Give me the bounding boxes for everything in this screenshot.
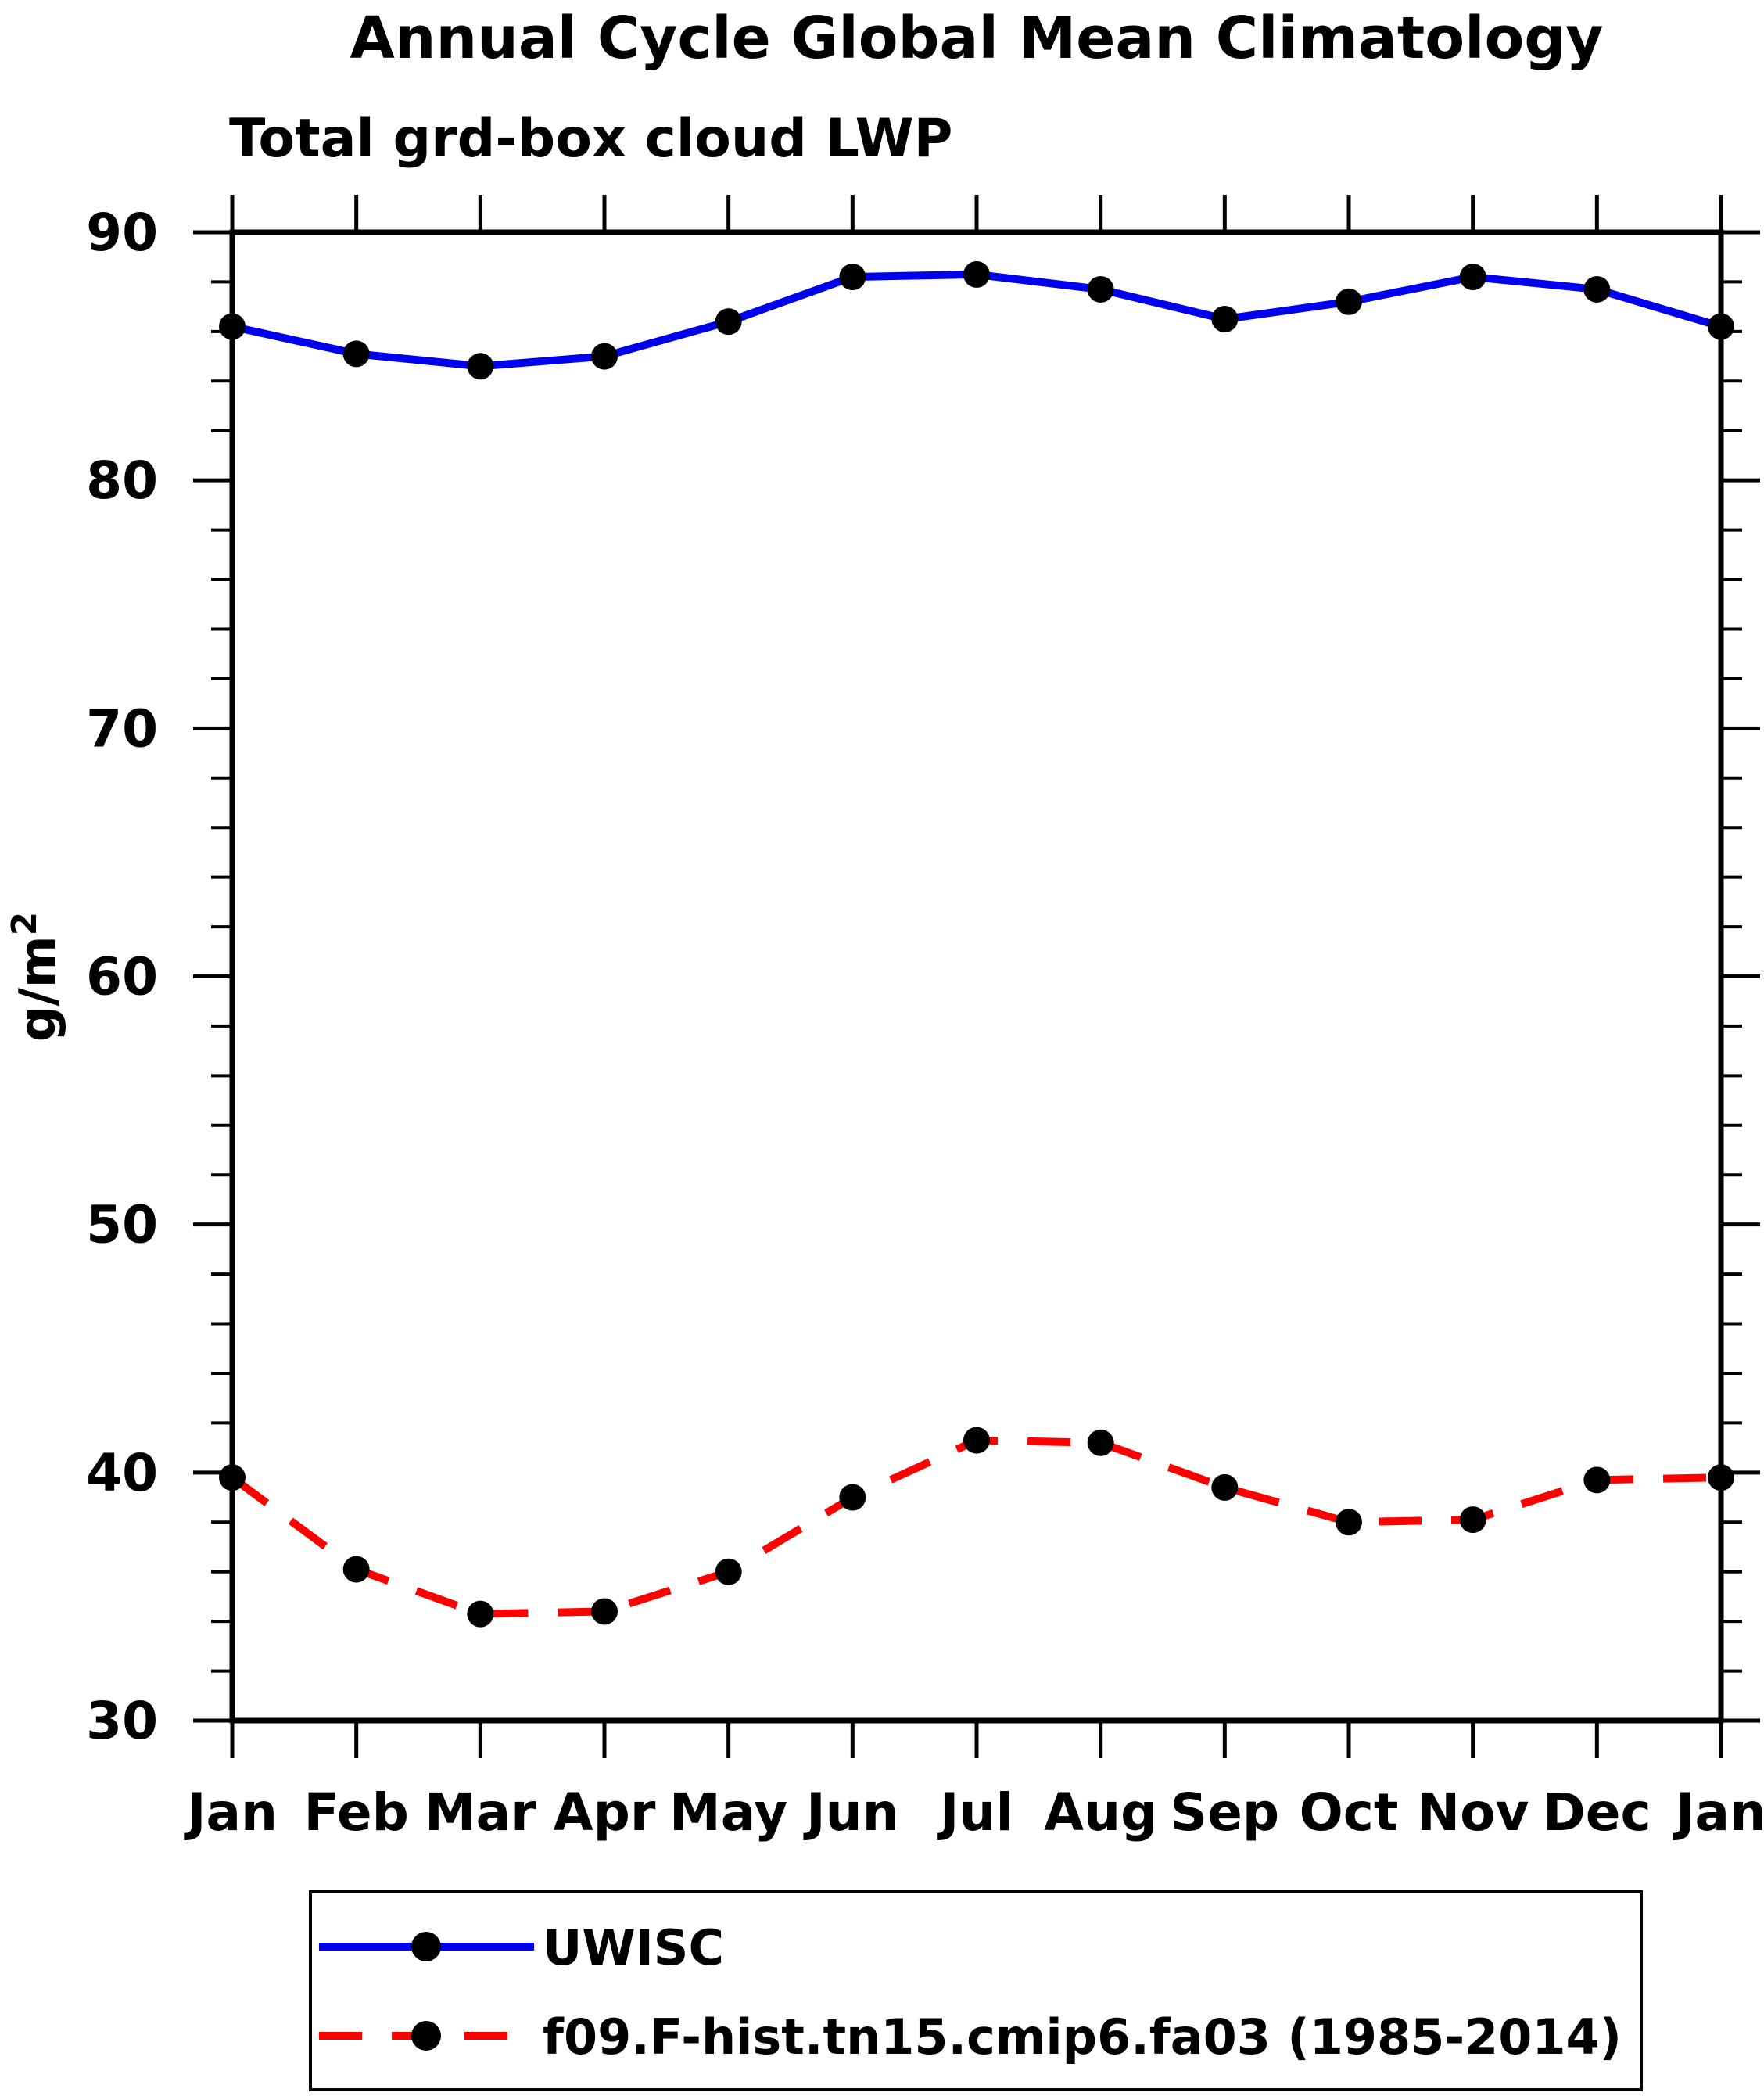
data-point-marker xyxy=(1459,264,1486,291)
data-point-marker xyxy=(1583,1466,1611,1494)
x-tick-label: Sep xyxy=(1171,1782,1280,1843)
x-tick-label: May xyxy=(669,1782,787,1843)
legend-marker-1 xyxy=(411,2021,441,2051)
data-point-marker xyxy=(219,313,246,340)
series-line-0 xyxy=(231,270,1723,371)
y-axis-unit-label: g/m2 xyxy=(5,912,67,1043)
plot-frame xyxy=(229,229,1724,1724)
x-tick-label: Aug xyxy=(1044,1782,1157,1843)
y-tick-label: 50 xyxy=(86,1195,158,1255)
data-point-marker xyxy=(219,1464,246,1491)
legend-box xyxy=(309,1890,1643,2091)
legend-item-label-1: f09.F-hist.tn15.cmip6.fa03 (1985-2014) xyxy=(543,2008,1622,2065)
data-point-marker xyxy=(1211,1473,1239,1501)
x-tick-label: Nov xyxy=(1417,1782,1529,1843)
page-title: Annual Cycle Global Mean Climatology xyxy=(350,5,1604,72)
chart-subtitle: Total grd-box cloud LWP xyxy=(229,108,953,170)
data-point-marker xyxy=(1583,275,1611,303)
data-point-marker xyxy=(963,260,990,288)
x-tick-label: Apr xyxy=(554,1782,656,1843)
x-tick-label: Oct xyxy=(1300,1782,1399,1843)
y-tick-label: 70 xyxy=(86,698,158,759)
data-point-marker xyxy=(1708,313,1734,340)
data-point-marker xyxy=(467,1600,494,1628)
x-tick-label: Mar xyxy=(425,1782,536,1843)
data-point-marker xyxy=(1708,1464,1734,1491)
x-tick-label: Feb xyxy=(303,1782,408,1843)
data-point-marker xyxy=(1087,275,1114,303)
data-point-marker xyxy=(591,1598,618,1625)
data-point-marker xyxy=(963,1427,990,1454)
series-line-1 xyxy=(230,1436,1722,1618)
data-point-marker xyxy=(839,264,866,291)
legend-item-label-0: UWISC xyxy=(543,1919,724,1976)
legend-marker-0 xyxy=(411,1932,441,1961)
y-tick-label: 40 xyxy=(86,1443,158,1503)
y-tick-label: 80 xyxy=(86,450,158,511)
y-tick-label: 30 xyxy=(86,1691,158,1751)
x-tick-label: Jun xyxy=(803,1782,899,1843)
data-point-marker xyxy=(342,340,370,368)
data-point-marker xyxy=(1336,288,1362,315)
data-point-marker xyxy=(1087,1429,1114,1456)
data-point-marker xyxy=(715,308,742,336)
x-tick-label: Jul xyxy=(937,1782,1013,1843)
data-point-marker xyxy=(1459,1506,1486,1534)
data-point-marker xyxy=(591,343,618,370)
x-tick-label: Jan xyxy=(1673,1782,1764,1843)
data-point-marker xyxy=(342,1556,370,1583)
data-point-marker xyxy=(839,1484,866,1511)
data-point-marker xyxy=(467,353,494,380)
data-point-marker xyxy=(1336,1509,1362,1536)
data-point-marker xyxy=(1211,306,1239,333)
data-point-marker xyxy=(715,1558,742,1585)
y-tick-label: 90 xyxy=(86,203,158,263)
y-tick-label: 60 xyxy=(86,947,158,1007)
x-tick-label: Jan xyxy=(184,1782,278,1843)
x-tick-label: Dec xyxy=(1543,1782,1651,1843)
